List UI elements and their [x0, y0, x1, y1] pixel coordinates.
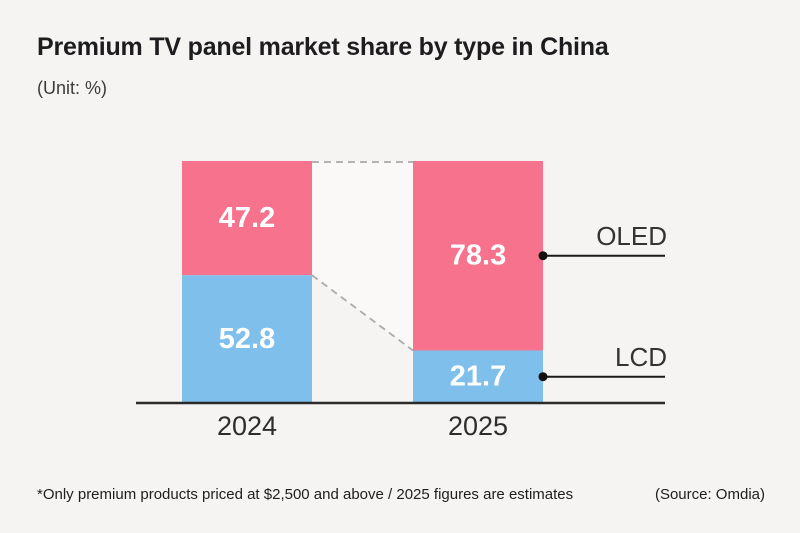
footnote-note: *Only premium products priced at $2,500 … [37, 486, 574, 503]
bar-2025-lcd-segment [413, 350, 543, 403]
value-label-lcd-2025: 21.7 [450, 361, 506, 393]
bar-2024-oled-segment [182, 161, 312, 276]
bar-2025-oled-segment [413, 161, 543, 351]
x-axis-label-2025: 2025 [447, 411, 509, 441]
x-axis-label-2024: 2024 [216, 411, 278, 441]
source-credit: (Source: Omdia) [654, 486, 765, 503]
bar-2024-lcd-segment [182, 275, 312, 403]
chart-title: Premium TV panel market share by type in… [37, 33, 609, 61]
value-label-oled-2024: 47.2 [219, 202, 275, 234]
series-label-lcd: LCD [614, 341, 667, 372]
unit-note: (Unit: %) [37, 78, 108, 98]
oled-leader-dot [538, 251, 548, 261]
footnote: *Only premium products priced at $2,500 … [37, 485, 765, 505]
value-label-oled-2025: 78.3 [450, 240, 506, 272]
series-label-oled: OLED [596, 220, 667, 251]
value-label-lcd-2024: 52.8 [219, 323, 275, 355]
band-diagonal-dashed-line [311, 274, 414, 352]
lcd-leader-dot [538, 372, 548, 382]
transition-band [312, 161, 413, 351]
